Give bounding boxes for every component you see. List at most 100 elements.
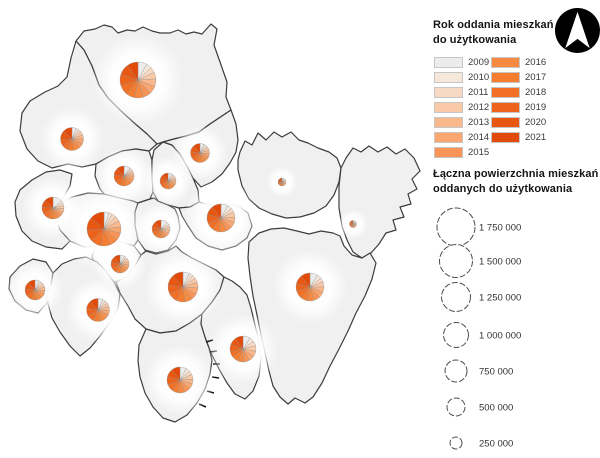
year-color-swatch bbox=[491, 117, 520, 128]
pie-slice-2021 bbox=[350, 220, 354, 225]
year-color-swatch bbox=[434, 117, 463, 128]
year-color-swatch bbox=[434, 102, 463, 113]
pie-slice-2021 bbox=[211, 203, 222, 219]
pie-Srodmiescie bbox=[151, 219, 171, 239]
size-legend-circle bbox=[443, 322, 469, 348]
size-legend-label: 1 250 000 bbox=[479, 293, 521, 304]
pie-slice-2021 bbox=[114, 254, 121, 265]
year-color-swatch bbox=[434, 57, 463, 68]
year-legend-row: 2013 bbox=[434, 115, 491, 130]
pie-legend-title-line2: do użytkowania bbox=[433, 34, 517, 46]
pie-slice-2021 bbox=[44, 196, 54, 209]
size-legend-title: Łączna powierzchnia mieszkań oddanych do … bbox=[433, 167, 600, 197]
pie-Bielany bbox=[60, 127, 84, 151]
year-legend-row: 2011 bbox=[434, 85, 491, 100]
year-label: 2018 bbox=[525, 87, 547, 98]
year-legend-row: 2020 bbox=[491, 115, 548, 130]
pie-slice-2021 bbox=[193, 143, 201, 154]
pie-slice-2021 bbox=[162, 172, 169, 182]
year-label: 2009 bbox=[468, 57, 490, 68]
pie-slice-2021 bbox=[172, 271, 184, 288]
pie-legend-title-line1: Rok oddania mieszkań bbox=[433, 19, 554, 31]
pie-Praga-Poludnie bbox=[206, 203, 236, 233]
pie-Wesola bbox=[349, 220, 357, 228]
size-legend-circle bbox=[446, 397, 466, 417]
pie-slice-2021 bbox=[300, 272, 311, 288]
district-Wesola bbox=[338, 145, 421, 259]
pie-Wawer bbox=[295, 272, 325, 302]
year-legend-row: 2019 bbox=[491, 100, 548, 115]
year-legend-row: 2014 bbox=[434, 130, 491, 145]
pie-Rembertow bbox=[277, 177, 287, 187]
pie-Wola bbox=[86, 211, 122, 247]
year-color-swatch bbox=[491, 87, 520, 98]
pie-Ursynow bbox=[166, 366, 194, 394]
pie-slice-2021 bbox=[116, 165, 125, 177]
year-color-swatch bbox=[491, 102, 520, 113]
year-legend-row: 2015 bbox=[434, 145, 491, 160]
pie-Targowek bbox=[190, 143, 210, 163]
pie-Wilanow bbox=[229, 335, 257, 363]
pie-Zoliborz bbox=[113, 165, 135, 187]
size-legend-circle bbox=[439, 244, 473, 278]
year-legend-row: 2017 bbox=[491, 70, 548, 85]
north-arrow-icon bbox=[555, 8, 600, 53]
pie-legend-title: Rok oddania mieszkań do użytkowania bbox=[433, 18, 600, 48]
size-legend-label: 1 750 000 bbox=[479, 223, 521, 234]
year-label: 2014 bbox=[468, 132, 490, 143]
pie-slice-2021 bbox=[155, 219, 162, 230]
year-color-swatch bbox=[434, 147, 463, 158]
year-color-swatch bbox=[491, 72, 520, 83]
size-legend-circle bbox=[436, 207, 476, 247]
year-color-swatch bbox=[434, 87, 463, 98]
pie-slice-2021 bbox=[235, 335, 244, 350]
pie-slice-2021 bbox=[89, 298, 99, 311]
size-legend-circle bbox=[449, 436, 463, 450]
year-color-legend: 2009 2010 2011 2012 2013 2014 2015 2016 2017 2018… bbox=[434, 55, 548, 160]
pie-Mokotow bbox=[167, 271, 199, 303]
north-arrow-logo bbox=[555, 8, 600, 53]
pie-Ursus bbox=[24, 279, 46, 301]
pie-slice-2021 bbox=[279, 177, 283, 183]
year-legend-row: 2010 bbox=[434, 70, 491, 85]
year-legend-row: 2009 bbox=[434, 55, 491, 70]
pie-slice-2021 bbox=[127, 61, 139, 81]
pie-slice-2021 bbox=[171, 366, 181, 381]
year-label: 2012 bbox=[468, 102, 490, 113]
year-label: 2010 bbox=[468, 72, 490, 83]
size-legend-label: 250 000 bbox=[479, 439, 513, 450]
year-label: 2019 bbox=[525, 102, 547, 113]
year-color-swatch bbox=[491, 57, 520, 68]
year-label: 2013 bbox=[468, 117, 490, 128]
pie-Bemowo bbox=[41, 196, 65, 220]
year-legend-row: 2016 bbox=[491, 55, 548, 70]
year-color-swatch bbox=[434, 72, 463, 83]
size-legend-title-line1: Łączna powierzchnia mieszkań bbox=[433, 168, 599, 180]
pie-Ochota bbox=[110, 254, 130, 274]
year-legend-row: 2012 bbox=[434, 100, 491, 115]
year-legend-row: 2018 bbox=[491, 85, 548, 100]
pie-Bialoleka bbox=[119, 61, 157, 99]
pie-Praga-Polnoc bbox=[159, 172, 177, 190]
pie-Wlochy bbox=[86, 298, 110, 322]
pie-slice-2021 bbox=[63, 127, 73, 140]
size-legend-circle bbox=[441, 282, 471, 312]
year-label: 2017 bbox=[525, 72, 547, 83]
year-label: 2011 bbox=[468, 87, 489, 98]
size-legend-label: 750 000 bbox=[479, 367, 513, 378]
year-color-swatch bbox=[434, 132, 463, 143]
pie-slice-2021 bbox=[90, 211, 105, 230]
size-legend-title-line2: oddanych do użytkowania bbox=[433, 183, 573, 195]
year-label: 2020 bbox=[525, 117, 547, 128]
pie-slice-2021 bbox=[27, 279, 36, 291]
year-label: 2021 bbox=[525, 132, 547, 143]
size-legend-circle bbox=[444, 359, 468, 383]
year-color-swatch bbox=[491, 132, 520, 143]
size-legend-label: 1 500 000 bbox=[479, 257, 521, 268]
year-legend-row: 2021 bbox=[491, 130, 548, 145]
year-label: 2016 bbox=[525, 57, 547, 68]
size-legend-label: 500 000 bbox=[479, 403, 513, 414]
year-label: 2015 bbox=[468, 147, 490, 158]
